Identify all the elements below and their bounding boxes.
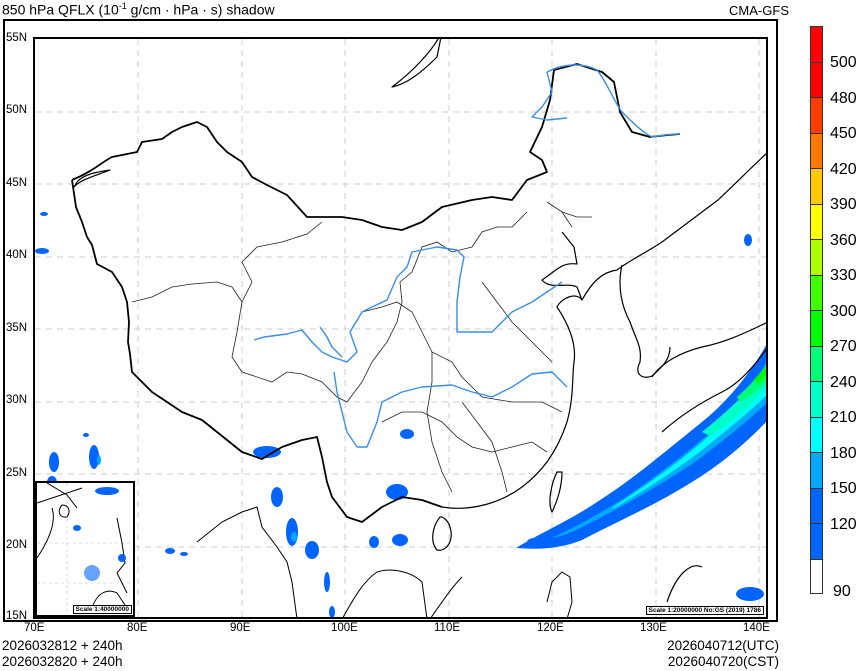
lon-label-120e: 120E — [537, 622, 564, 634]
colorbar-swatch-180 — [810, 416, 823, 452]
init-time-cst: 2026032820 + 240h — [2, 654, 123, 669]
lat-label-20n: 20N — [6, 539, 28, 551]
colorbar-label-300: 300 — [830, 303, 857, 320]
colorbar-label-390: 390 — [830, 196, 857, 213]
lat-label-55n: 55N — [6, 32, 28, 44]
lat-label-35n: 35N — [6, 322, 28, 334]
colorbar — [810, 26, 823, 594]
flux-band-main — [516, 345, 766, 549]
lat-label-50n: 50N — [6, 104, 28, 116]
lat-label-45n: 45N — [6, 177, 28, 189]
colorbar-swatch-360 — [810, 203, 823, 239]
lat-label-30n: 30N — [6, 394, 28, 406]
lon-label-70e: 70E — [24, 622, 45, 634]
lat-label-25n: 25N — [6, 467, 28, 479]
valid-time-utc: 2026040712(UTC) — [667, 638, 779, 653]
colorbar-swatch-210 — [810, 381, 823, 417]
inset-map — [36, 482, 133, 615]
map-panel: Scale 1:40000000 Scale 1:20000000 No:GS … — [33, 37, 768, 619]
lon-label-110e: 110E — [434, 622, 461, 634]
south-china-sea-inset: Scale 1:40000000 — [35, 481, 135, 617]
init-time-utc: 2026032812 + 240h — [2, 638, 123, 653]
colorbar-label-120: 120 — [830, 516, 857, 533]
colorbar-swatch-below-90 — [810, 558, 823, 594]
lon-label-80e: 80E — [127, 622, 148, 634]
map-canvas — [35, 39, 766, 617]
colorbar-label-150: 150 — [830, 480, 857, 497]
lat-label-40n: 40N — [6, 249, 28, 261]
lon-label-90e: 90E — [230, 622, 251, 634]
colorbar-swatch-390 — [810, 168, 823, 204]
colorbar-swatch-90 — [810, 523, 823, 559]
colorbar-label-240: 240 — [830, 374, 857, 391]
lon-label-130e: 130E — [640, 622, 667, 634]
lat-label-15n: 15N — [6, 610, 28, 622]
colorbar-swatch-450 — [810, 97, 823, 133]
inset-scale-label: Scale 1:40000000 — [72, 605, 132, 614]
colorbar-swatch-420 — [810, 132, 823, 168]
graticule — [35, 39, 766, 617]
colorbar-swatch-300 — [810, 274, 823, 310]
colorbar-label-90: 90 — [833, 583, 851, 600]
colorbar-label-360: 360 — [830, 232, 857, 249]
colorbar-label-500: 500 — [830, 54, 857, 71]
outer-frame — [3, 19, 778, 622]
colorbar-label-270: 270 — [830, 338, 857, 355]
colorbar-swatch-500plus — [810, 26, 823, 62]
coastline — [73, 39, 766, 603]
colorbar-label-330: 330 — [830, 267, 857, 284]
valid-time-cst: 2026040720(CST) — [667, 654, 779, 669]
national-border — [71, 63, 681, 523]
colorbar-label-450: 450 — [830, 125, 857, 142]
main-scale-label: Scale 1:20000000 No:GS (2019) 1786 — [645, 606, 764, 615]
colorbar-label-210: 210 — [830, 409, 857, 426]
rivers — [253, 64, 681, 448]
colorbar-label-480: 480 — [830, 90, 857, 107]
colorbar-swatch-240 — [810, 345, 823, 381]
colorbar-label-420: 420 — [830, 161, 857, 178]
colorbar-swatch-120 — [810, 487, 823, 523]
southeast-asia-outlines — [196, 506, 573, 617]
lon-label-140e: 140E — [743, 622, 770, 634]
model-source-label: CMA-GFS — [729, 3, 789, 18]
colorbar-label-180: 180 — [830, 445, 857, 462]
colorbar-swatch-270 — [810, 310, 823, 346]
colorbar-swatch-480 — [810, 61, 823, 97]
colorbar-swatch-330 — [810, 239, 823, 275]
chart-title: 850 hPa QFLX (10-1 g/cm · hPa · s) shado… — [2, 1, 275, 18]
flux-patches — [35, 212, 764, 617]
province-lines — [131, 201, 592, 493]
lon-label-100e: 100E — [331, 622, 358, 634]
colorbar-swatch-150 — [810, 452, 823, 488]
